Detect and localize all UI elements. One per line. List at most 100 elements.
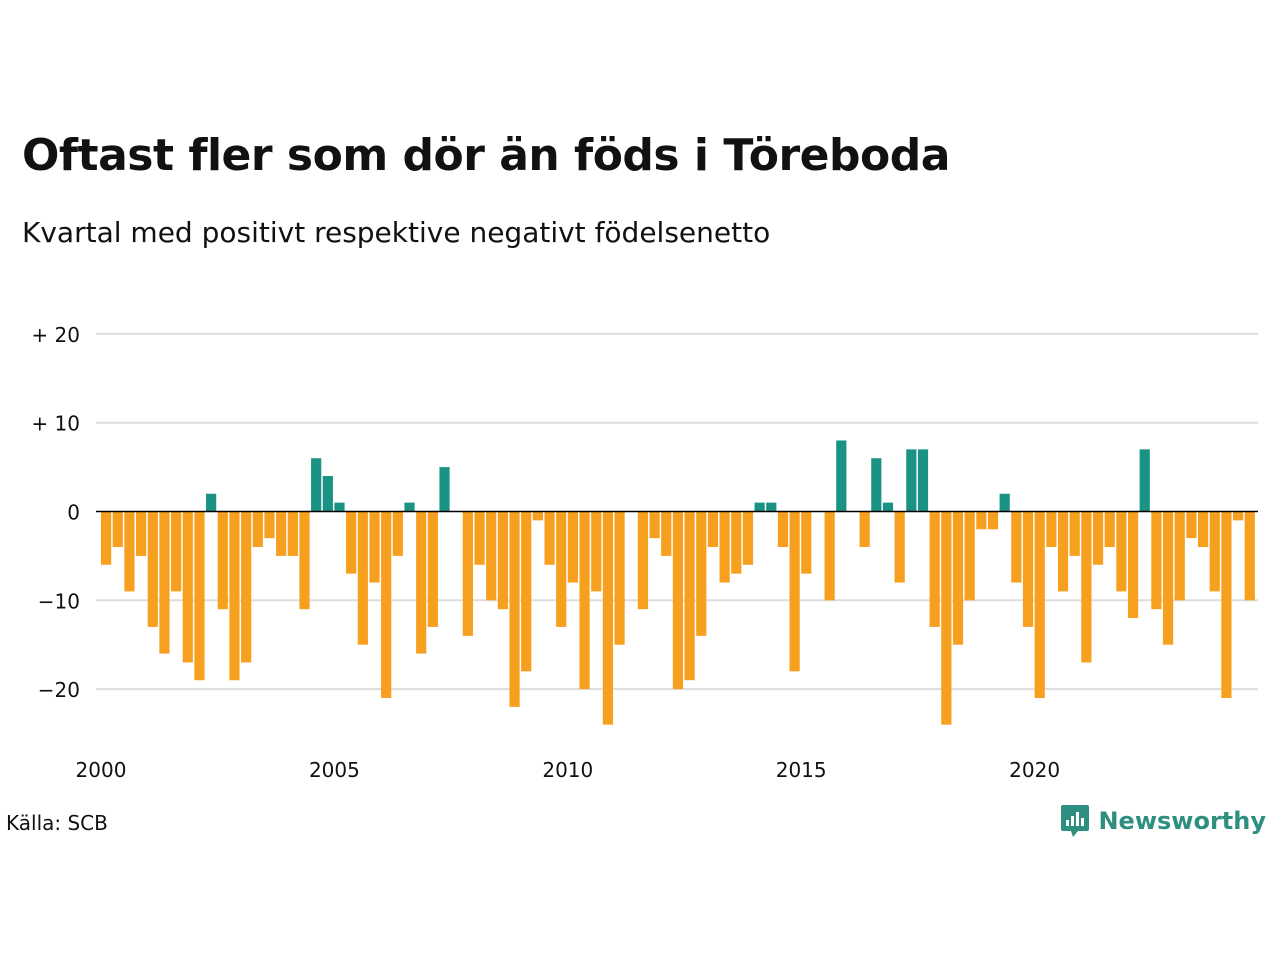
y-tick-label: + 20 <box>31 323 80 347</box>
bar <box>101 511 112 565</box>
brand-logo: Newsworthy <box>1060 804 1266 838</box>
chart-subtitle: Kvartal med positivt respektive negativt… <box>22 216 771 249</box>
bar <box>416 511 427 654</box>
source-label: Källa: SCB <box>6 811 108 835</box>
x-tick-label: 2000 <box>76 758 127 782</box>
bar <box>859 511 870 548</box>
bar <box>229 511 240 681</box>
y-tick-label: + 10 <box>31 412 80 436</box>
bar <box>299 511 310 610</box>
bar <box>906 449 917 512</box>
bar <box>346 511 357 574</box>
bar-chart: + 20 + 10 0 −10 −20 2000 2005 2010 2015 2020 <box>31 323 1258 782</box>
bar <box>766 502 777 512</box>
bar <box>404 502 415 512</box>
bar <box>136 511 147 556</box>
bar <box>1034 511 1045 698</box>
brand-name: Newsworthy <box>1098 807 1266 835</box>
bar <box>1221 511 1232 698</box>
bar <box>334 502 345 512</box>
bar <box>381 511 392 698</box>
bar <box>206 493 217 512</box>
bar <box>1081 511 1092 663</box>
bar <box>427 511 438 627</box>
bar <box>1069 511 1080 556</box>
bar <box>369 511 380 583</box>
bar <box>964 511 975 601</box>
bar <box>719 511 730 583</box>
newsworthy-logo-icon <box>1061 805 1090 837</box>
bar <box>894 511 905 583</box>
bar <box>521 511 532 672</box>
bar <box>941 511 952 725</box>
bar <box>311 458 322 512</box>
bar <box>194 511 205 681</box>
bar <box>777 511 789 548</box>
x-tick-label: 2015 <box>776 758 827 782</box>
bar <box>672 511 684 690</box>
bar <box>462 511 473 636</box>
bar <box>637 511 649 610</box>
bar <box>1092 511 1104 565</box>
bar <box>474 511 485 565</box>
bar <box>602 511 614 725</box>
bar <box>614 511 625 645</box>
bars <box>101 440 1255 725</box>
bar <box>264 511 275 539</box>
bar <box>124 511 135 592</box>
bar <box>1197 511 1209 548</box>
bar <box>1232 511 1244 521</box>
bar <box>532 511 543 521</box>
y-tick-label: −10 <box>38 589 80 613</box>
bar <box>684 511 695 681</box>
bar <box>1057 511 1069 592</box>
bar <box>579 511 590 690</box>
bar <box>252 511 263 548</box>
bar <box>696 511 707 636</box>
bar <box>929 511 940 627</box>
bar <box>1127 511 1139 619</box>
bar <box>182 511 193 663</box>
bar <box>556 511 567 627</box>
bar <box>882 502 894 512</box>
bar <box>742 511 754 565</box>
bar <box>591 511 602 592</box>
bar <box>917 449 929 512</box>
bar <box>731 511 742 574</box>
bar <box>1209 511 1220 592</box>
bar <box>567 511 578 583</box>
bar <box>871 458 882 512</box>
x-tick-label: 2020 <box>1009 758 1060 782</box>
bar <box>392 511 403 556</box>
bar <box>159 511 170 654</box>
bar <box>112 511 123 548</box>
bar <box>287 511 298 556</box>
bar <box>976 511 987 530</box>
bar <box>754 502 765 512</box>
bar <box>1151 511 1162 610</box>
bar <box>217 511 228 610</box>
bar <box>1104 511 1115 548</box>
bar <box>171 511 182 592</box>
chart-title: Oftast fler som dör än föds i Töreboda <box>22 130 950 181</box>
bar <box>1022 511 1034 627</box>
bar <box>509 511 520 707</box>
bar <box>1244 511 1255 601</box>
x-tick-label: 2005 <box>309 758 360 782</box>
bar <box>357 511 368 645</box>
bar <box>1011 511 1022 583</box>
bar <box>1162 511 1174 645</box>
bar <box>987 511 999 530</box>
bar <box>439 467 450 512</box>
x-tick-label: 2010 <box>542 758 593 782</box>
axes: + 20 + 10 0 −10 −20 2000 2005 2010 2015 2020 <box>31 323 1258 782</box>
bar <box>952 511 964 645</box>
bar <box>544 511 555 565</box>
bar <box>497 511 508 610</box>
bar <box>1186 511 1197 539</box>
bar <box>241 511 252 663</box>
bar <box>1046 511 1057 548</box>
bar <box>322 475 333 512</box>
bar <box>147 511 158 627</box>
bar <box>1174 511 1185 601</box>
